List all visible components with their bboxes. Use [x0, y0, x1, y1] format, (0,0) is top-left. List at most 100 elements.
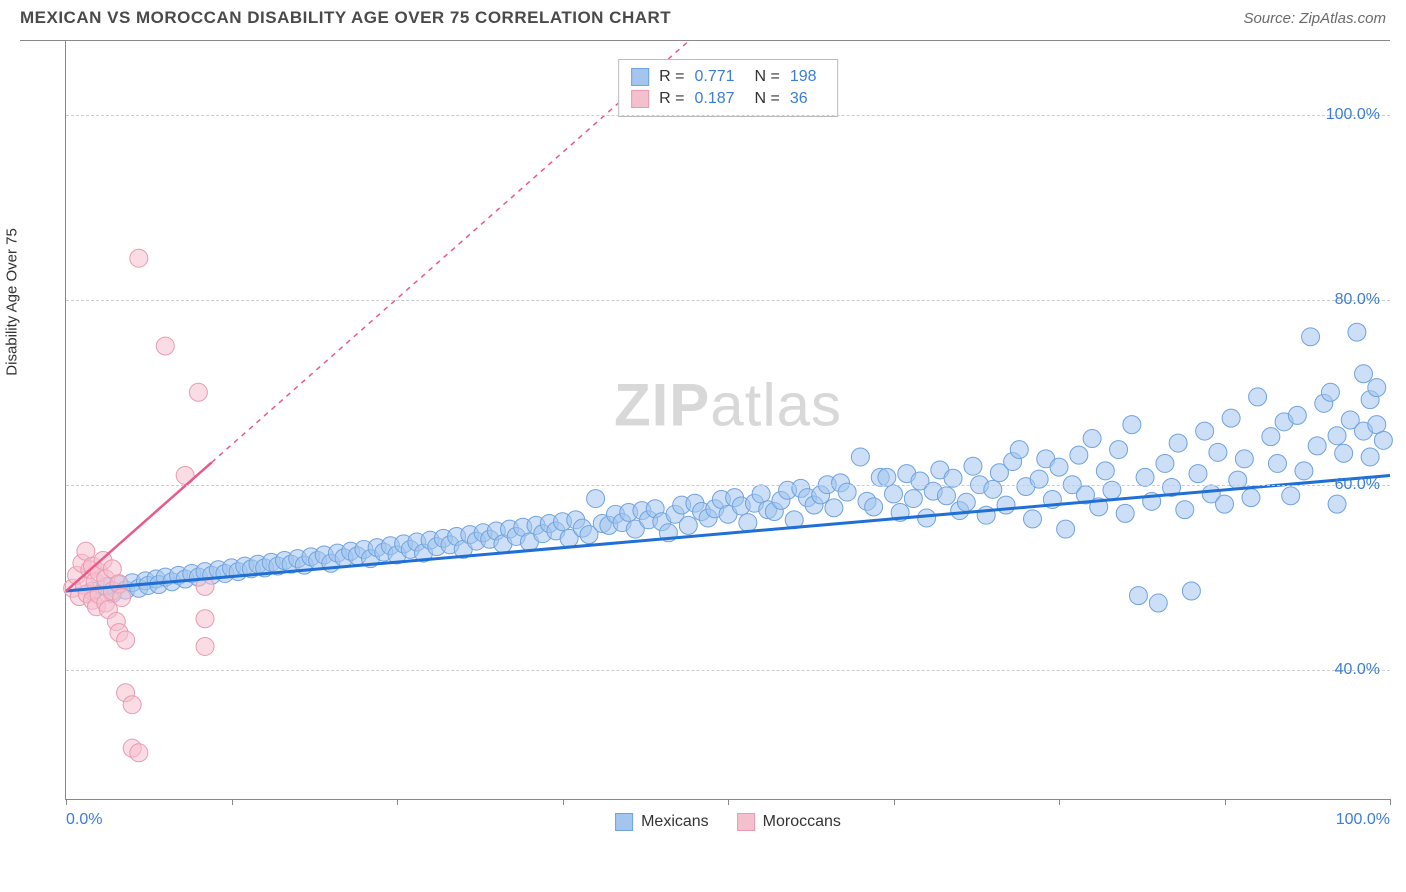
- scatter-point: [1328, 427, 1346, 445]
- x-tick: [66, 799, 67, 805]
- scatter-point: [1302, 328, 1320, 346]
- scatter-point: [1235, 450, 1253, 468]
- x-tick: [563, 799, 564, 805]
- scatter-point: [1129, 587, 1147, 605]
- scatter-point: [1116, 504, 1134, 522]
- plot-area: ZIPatlas R =0.771N =198R =0.187N =36 Mex…: [65, 41, 1390, 800]
- y-axis-label: Disability Age Over 75: [4, 228, 21, 376]
- scatter-point: [878, 468, 896, 486]
- scatter-point: [1182, 582, 1200, 600]
- scatter-point: [838, 483, 856, 501]
- y-tick-label: 100.0%: [1326, 106, 1380, 124]
- scatter-point: [1229, 471, 1247, 489]
- y-tick-label: 80.0%: [1335, 291, 1380, 309]
- x-tick: [1390, 799, 1391, 805]
- scatter-point: [1249, 388, 1267, 406]
- scatter-point: [1288, 406, 1306, 424]
- scatter-point: [113, 589, 131, 607]
- scatter-point: [1196, 422, 1214, 440]
- scatter-point: [156, 337, 174, 355]
- scatter-point: [1328, 495, 1346, 513]
- scatter-point: [587, 490, 605, 508]
- scatter-point: [1050, 458, 1068, 476]
- scatter-point: [1295, 462, 1313, 480]
- scatter-point: [904, 490, 922, 508]
- scatter-point: [918, 509, 936, 527]
- stat-n-value: 36: [790, 90, 825, 108]
- legend-swatch: [615, 813, 633, 831]
- scatter-point: [1149, 594, 1167, 612]
- legend-label: Moroccans: [763, 813, 841, 831]
- stat-n-label: N =: [755, 90, 780, 108]
- y-tick-label: 60.0%: [1335, 476, 1380, 494]
- stats-row: R = 0.771 N = 198: [631, 66, 825, 88]
- scatter-point: [1355, 365, 1373, 383]
- scatter-point: [1268, 454, 1286, 472]
- scatter-point: [1262, 428, 1280, 446]
- stat-r-label: R =: [659, 68, 684, 86]
- x-tick-label: 0.0%: [66, 811, 102, 829]
- scatter-point: [1308, 437, 1326, 455]
- scatter-point: [1335, 444, 1353, 462]
- scatter-point: [130, 249, 148, 267]
- scatter-point: [196, 637, 214, 655]
- scatter-point: [1096, 462, 1114, 480]
- scatter-point: [1024, 510, 1042, 528]
- scatter-point: [865, 498, 883, 516]
- stat-r-value: 0.771: [695, 68, 745, 86]
- legend-swatch: [737, 813, 755, 831]
- scatter-point: [1321, 383, 1339, 401]
- x-tick: [232, 799, 233, 805]
- scatter-point: [1123, 416, 1141, 434]
- scatter-point: [1209, 443, 1227, 461]
- gridline-h: [66, 485, 1390, 486]
- scatter-point: [1110, 441, 1128, 459]
- chart-header: MEXICAN VS MOROCCAN DISABILITY AGE OVER …: [0, 0, 1406, 32]
- scatter-point: [1136, 468, 1154, 486]
- scatter-point: [957, 493, 975, 511]
- chart-container: Disability Age Over 75 ZIPatlas R =0.771…: [20, 40, 1390, 840]
- scatter-point: [1368, 379, 1386, 397]
- scatter-point: [117, 631, 135, 649]
- legend-item: Mexicans: [615, 813, 709, 831]
- scatter-point: [1083, 430, 1101, 448]
- scatter-point: [1374, 431, 1392, 449]
- scatter-point: [1169, 434, 1187, 452]
- gridline-h: [66, 115, 1390, 116]
- legend-swatch: [631, 90, 649, 108]
- y-tick-label: 40.0%: [1335, 661, 1380, 679]
- x-tick: [728, 799, 729, 805]
- scatter-point: [1057, 520, 1075, 538]
- chart-source: Source: ZipAtlas.com: [1243, 10, 1386, 27]
- scatter-plot-svg: [66, 41, 1390, 799]
- scatter-point: [1189, 465, 1207, 483]
- scatter-point: [130, 744, 148, 762]
- scatter-point: [1010, 441, 1028, 459]
- scatter-point: [189, 383, 207, 401]
- stats-box: R =0.771N =198R =0.187N =36: [618, 59, 838, 117]
- scatter-point: [964, 457, 982, 475]
- legend-item: Moroccans: [737, 813, 841, 831]
- scatter-point: [679, 516, 697, 534]
- x-tick: [1225, 799, 1226, 805]
- stats-row: R =0.187N =36: [631, 88, 825, 110]
- scatter-point: [1282, 487, 1300, 505]
- legend-swatch: [631, 68, 649, 86]
- scatter-point: [1222, 409, 1240, 427]
- x-tick: [894, 799, 895, 805]
- gridline-h: [66, 300, 1390, 301]
- scatter-point: [123, 696, 141, 714]
- stat-n-label: N =: [755, 68, 780, 86]
- scatter-point: [825, 499, 843, 517]
- scatter-point: [885, 485, 903, 503]
- scatter-point: [1156, 454, 1174, 472]
- scatter-point: [1361, 448, 1379, 466]
- chart-title: MEXICAN VS MOROCCAN DISABILITY AGE OVER …: [20, 8, 671, 28]
- stat-n-value: 198: [790, 68, 825, 86]
- scatter-point: [1070, 446, 1088, 464]
- scatter-point: [997, 496, 1015, 514]
- x-tick: [1059, 799, 1060, 805]
- stat-r-label: R =: [659, 90, 684, 108]
- bottom-legend: Mexicans Moroccans: [615, 813, 841, 831]
- scatter-point: [739, 514, 757, 532]
